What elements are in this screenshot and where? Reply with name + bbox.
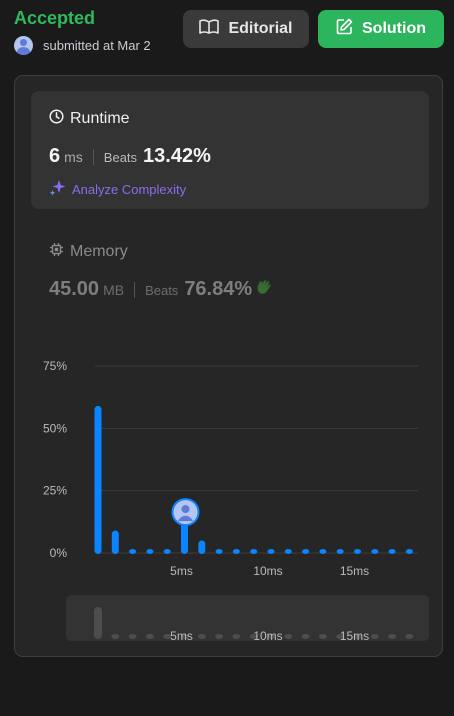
analyze-complexity-link[interactable]: Analyze Complexity [49,179,186,199]
results-panel: Runtime 6 ms Beats 13.42% Analyze Comple… [14,75,443,657]
x-tick-label: 15ms [340,564,369,578]
mini-bar [405,634,414,639]
chart-bar[interactable] [319,549,327,554]
mini-bar [111,634,120,639]
chart-bar[interactable] [129,549,137,554]
runtime-card[interactable]: Runtime 6 ms Beats 13.42% Analyze Comple… [31,91,429,209]
mini-bar [370,634,379,639]
mini-bar [215,634,224,639]
runtime-beats-value: 13.42% [143,145,211,167]
chart-bar[interactable] [354,549,361,554]
chart-bar[interactable] [267,549,275,554]
y-tick-label: 0% [50,546,68,560]
chart-bar[interactable] [302,549,310,554]
memory-value: 45.00 [49,278,100,300]
chart-range-slider[interactable] [66,595,429,641]
clock-icon [49,109,64,129]
chart-bar[interactable] [181,523,188,554]
runtime-unit: ms [64,149,83,165]
mini-bar [353,634,362,639]
x-tick-label: 10ms [253,564,282,578]
memory-beats-value: 76.84% [184,278,253,300]
mini-bar [232,634,241,639]
divider [134,281,136,298]
submission-info: submitted at Mar 2 [14,36,151,55]
runtime-distribution-chart[interactable]: 75% 50% 25% 0% 5ms 10ms 15ms 5ms 10ms 15ms [15,356,444,716]
solution-label: Solution [362,20,426,37]
mini-bar [284,634,293,639]
runtime-title: Runtime [49,109,130,129]
divider [92,148,94,165]
chart-bar[interactable] [232,549,240,554]
chart-bar[interactable] [111,530,119,554]
book-icon [199,18,220,40]
memory-title[interactable]: Memory [49,242,128,262]
mini-bar [249,634,258,639]
chart-bar[interactable] [94,405,102,554]
status-accepted: Accepted [14,8,96,28]
memory-metrics: 45.00 MB Beats 76.84% [49,278,273,301]
mini-bar [94,607,102,639]
memory-label: Memory [70,243,128,260]
runtime-label: Runtime [70,110,130,127]
editorial-label: Editorial [228,20,293,37]
mini-bar [145,634,154,639]
y-tick-label: 50% [43,421,67,435]
mini-bar [128,634,137,639]
chip-icon [49,242,64,262]
memory-beats-label: Beats [145,283,179,298]
chart-bar[interactable] [215,549,223,554]
mini-bar [318,634,327,639]
chart-bar[interactable] [405,549,413,554]
submitted-text: submitted at Mar 2 [43,38,151,53]
avatar[interactable] [14,36,33,55]
mini-bar [197,634,206,639]
clap-icon [256,279,273,300]
chart-bar[interactable] [371,549,379,554]
solution-button[interactable]: Solution [318,10,444,48]
runtime-value: 6 [49,145,61,167]
chart-bar[interactable] [163,549,171,554]
mini-bar [301,634,310,639]
edit-icon [336,18,353,40]
your-submission-avatar[interactable] [171,498,200,527]
analyze-label: Analyze Complexity [72,181,187,197]
mini-bar [180,634,189,639]
mini-bar [388,634,397,639]
mini-bar [163,634,172,639]
runtime-metrics: 6 ms Beats 13.42% [49,145,211,168]
mini-x-tick-label: 10ms [253,629,282,643]
y-tick-label: 25% [43,484,67,498]
chart-bar[interactable] [336,549,344,554]
mini-bar [336,634,345,639]
chart-bar[interactable] [198,540,206,554]
y-tick-label: 75% [43,359,67,373]
mini-x-tick-label: 5ms [170,629,193,643]
editorial-button[interactable]: Editorial [183,10,309,48]
sparkle-icon [49,179,66,199]
chart-bar[interactable] [388,549,396,554]
mini-bar [267,634,275,639]
mini-x-tick-label: 15ms [340,629,369,643]
chart-bar[interactable] [284,549,292,554]
runtime-beats-label: Beats [103,150,138,165]
chart-bar[interactable] [146,549,154,554]
memory-unit: MB [103,282,125,298]
x-tick-label: 5ms [170,564,193,578]
chart-bar[interactable] [250,549,258,554]
